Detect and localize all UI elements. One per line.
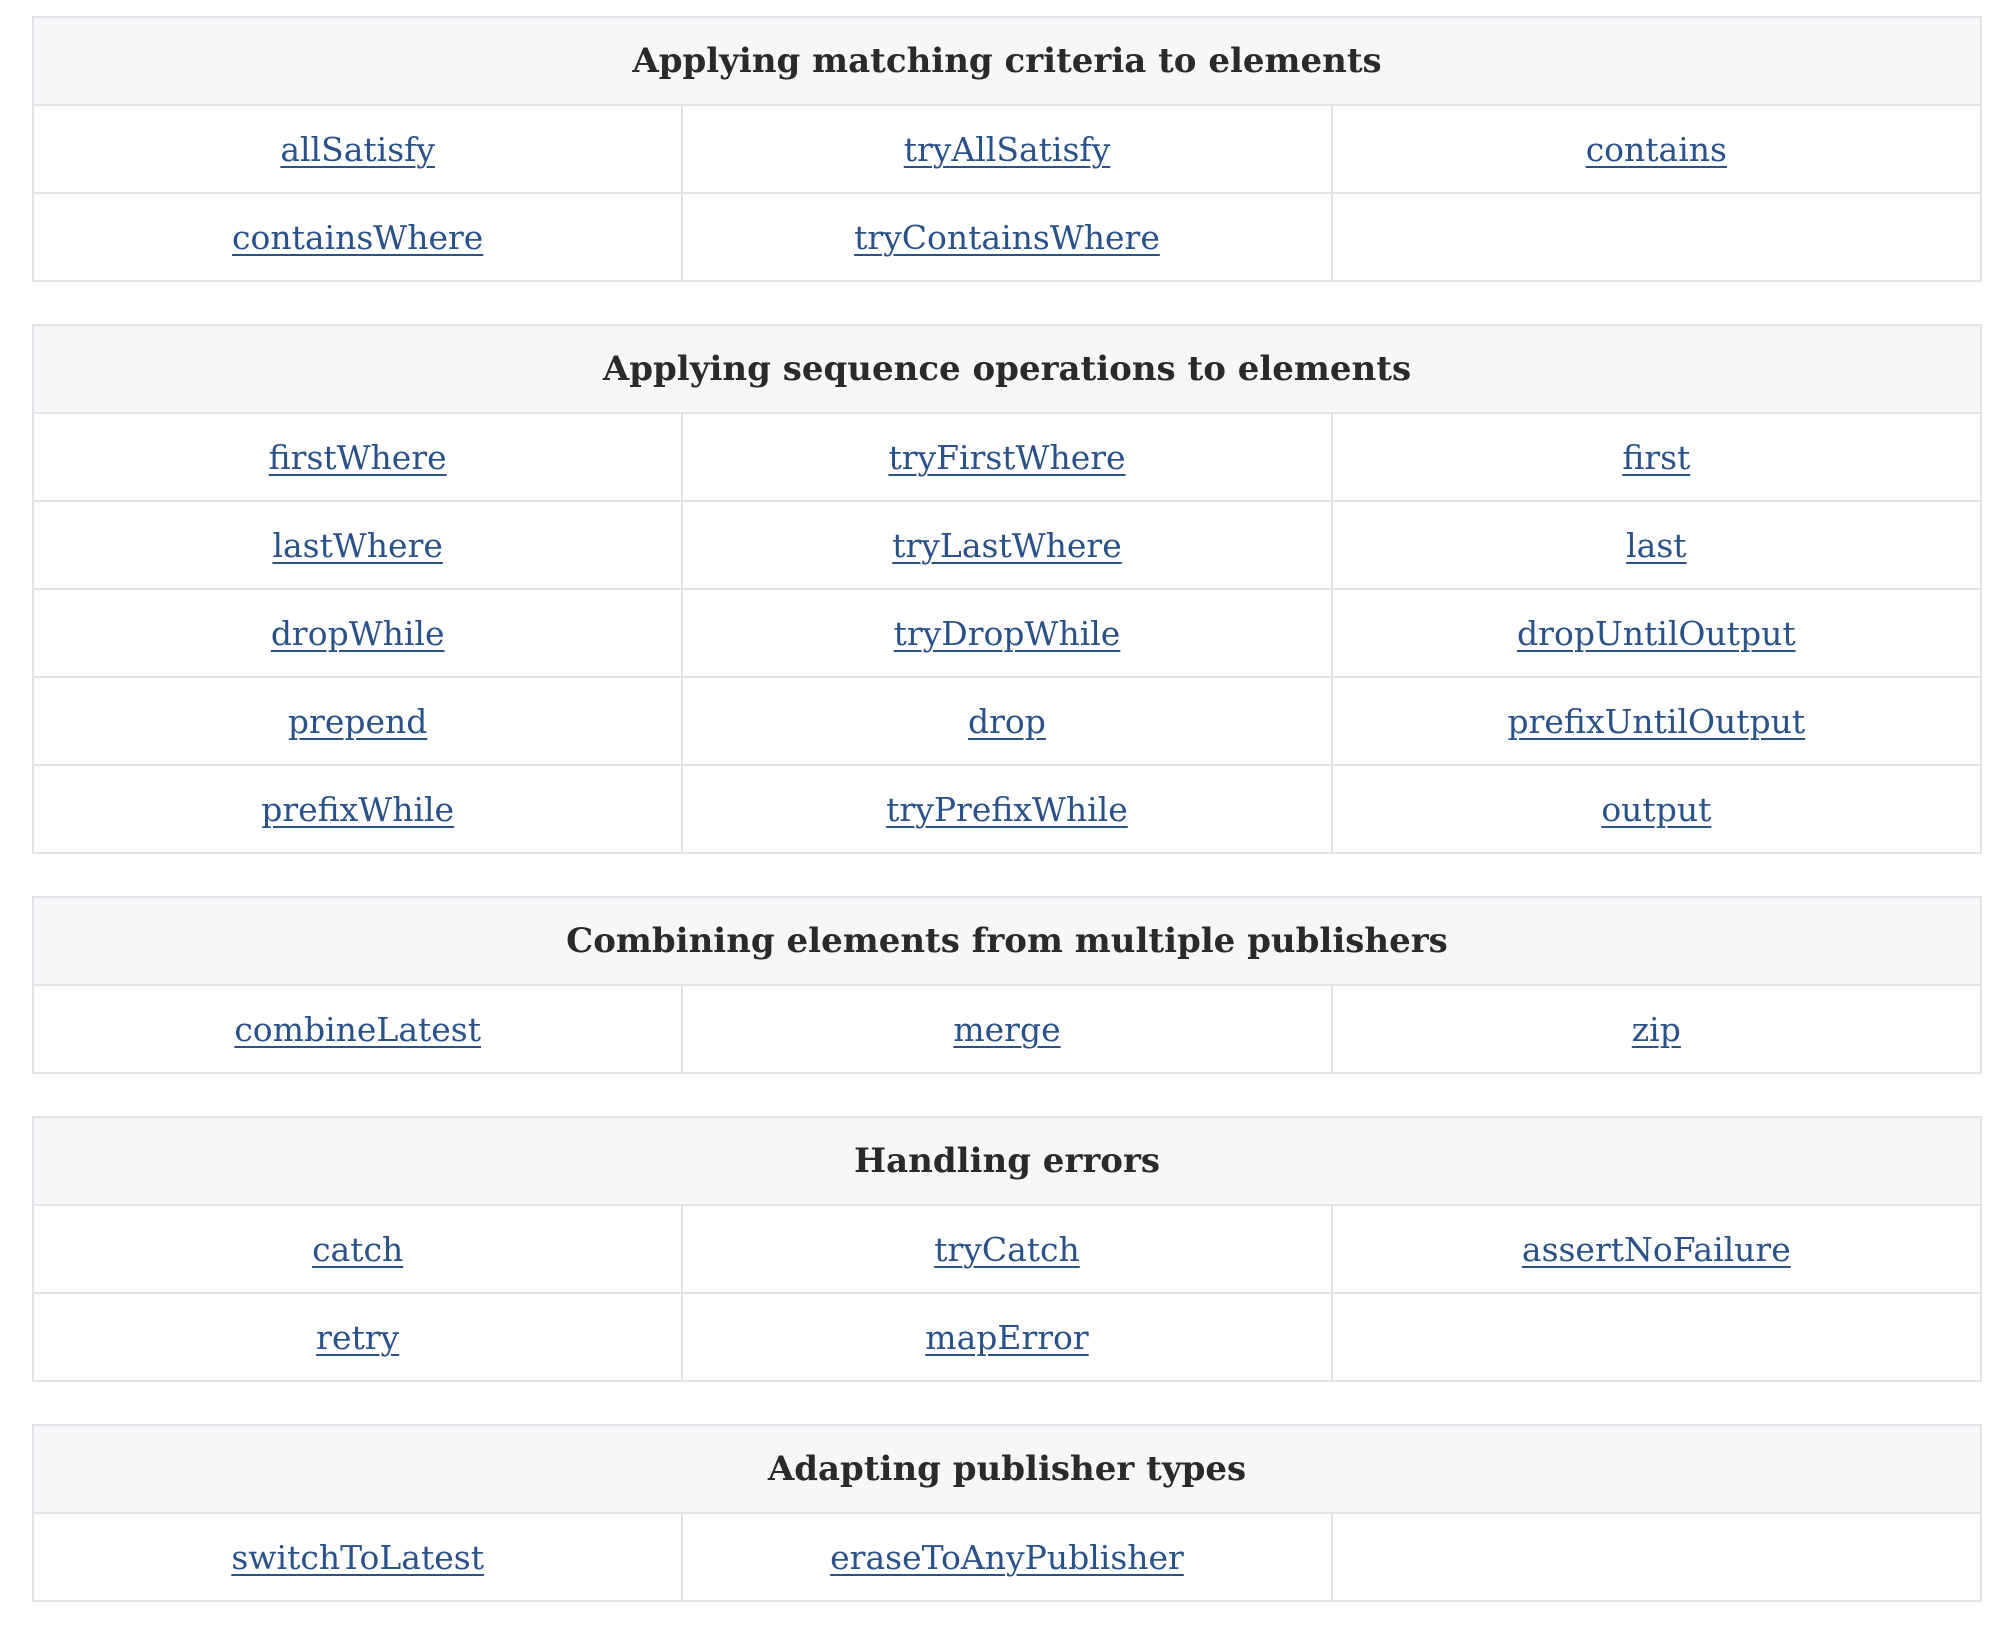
- operator-link[interactable]: tryLastWhere: [892, 525, 1122, 565]
- table-cell: tryAllSatisfy: [681, 104, 1333, 194]
- table-cell: firstWhere: [31, 412, 684, 502]
- operator-link[interactable]: prepend: [287, 701, 428, 741]
- operator-sections: Applying matching criteria to elements al…: [31, 16, 1983, 1644]
- table-cell: prepend: [31, 676, 684, 766]
- table-cell: tryPrefixWhile: [681, 764, 1333, 854]
- table-row: allSatisfy tryAllSatisfy contains: [31, 104, 1983, 194]
- operator-link[interactable]: contains: [1585, 129, 1727, 169]
- table-cell: lastWhere: [31, 500, 684, 590]
- operator-link[interactable]: tryAllSatisfy: [903, 129, 1111, 169]
- operator-link[interactable]: tryContainsWhere: [854, 217, 1160, 257]
- operator-table: Adapting publisher types switchToLatest er…: [31, 1424, 1983, 1602]
- table-cell: zip: [1330, 984, 1983, 1074]
- table-cell: assertNoFailure: [1330, 1204, 1983, 1294]
- table-cell: tryFirstWhere: [681, 412, 1333, 502]
- operator-link[interactable]: dropWhile: [270, 613, 445, 653]
- table-cell: catch: [31, 1204, 684, 1294]
- table-cell: combineLatest: [31, 984, 684, 1074]
- table-cell: dropWhile: [31, 588, 684, 678]
- table-row: catch tryCatch assertNoFailure: [31, 1204, 1983, 1294]
- operator-table: Handling errors catch tryCatch assertNoFail…: [31, 1116, 1983, 1382]
- table-row: firstWhere tryFirstWhere first: [31, 412, 1983, 502]
- operator-link[interactable]: switchToLatest: [231, 1537, 484, 1577]
- table-row: switchToLatest eraseToAnyPublisher: [31, 1512, 1983, 1602]
- operator-link[interactable]: retry: [316, 1317, 400, 1357]
- table-row: dropWhile tryDropWhile dropUntilOutput: [31, 588, 1983, 678]
- operator-link[interactable]: lastWhere: [272, 525, 443, 565]
- section-title: Applying matching criteria to elements: [32, 16, 1982, 106]
- table-cell: switchToLatest: [31, 1512, 684, 1602]
- operator-link[interactable]: firstWhere: [268, 437, 447, 477]
- operator-link[interactable]: eraseToAnyPublisher: [830, 1537, 1184, 1577]
- operator-link[interactable]: merge: [953, 1009, 1061, 1049]
- section-title: Adapting publisher types: [32, 1424, 1982, 1514]
- operator-link[interactable]: tryCatch: [934, 1229, 1080, 1269]
- section-title: Combining elements from multiple publish…: [32, 896, 1982, 986]
- table-cell: last: [1330, 500, 1983, 590]
- table-cell: tryDropWhile: [681, 588, 1333, 678]
- table-cell: drop: [681, 676, 1333, 766]
- operator-link[interactable]: catch: [312, 1229, 404, 1269]
- operator-table: Combining elements from multiple publish…: [31, 896, 1983, 1074]
- operator-link[interactable]: prefixWhile: [261, 789, 455, 829]
- table-cell: [1330, 1512, 1983, 1602]
- table-row: lastWhere tryLastWhere last: [31, 500, 1983, 590]
- table-cell: tryContainsWhere: [681, 192, 1333, 282]
- operator-link[interactable]: last: [1626, 525, 1687, 565]
- table-cell: prefixWhile: [31, 764, 684, 854]
- table-row: containsWhere tryContainsWhere: [31, 192, 1983, 282]
- operator-link[interactable]: allSatisfy: [280, 129, 435, 169]
- operator-link[interactable]: prefixUntilOutput: [1507, 701, 1806, 741]
- table-cell: [1330, 192, 1983, 282]
- operator-link[interactable]: combineLatest: [234, 1009, 481, 1049]
- table-cell: merge: [681, 984, 1333, 1074]
- operator-link[interactable]: mapError: [925, 1317, 1089, 1357]
- section-title: Handling errors: [32, 1116, 1982, 1206]
- table-row: retry mapError: [31, 1292, 1983, 1382]
- table-cell: dropUntilOutput: [1330, 588, 1983, 678]
- table-cell: contains: [1330, 104, 1983, 194]
- table-cell: containsWhere: [31, 192, 684, 282]
- operator-link[interactable]: drop: [968, 701, 1046, 741]
- operator-link[interactable]: assertNoFailure: [1521, 1229, 1791, 1269]
- table-cell: output: [1330, 764, 1983, 854]
- operator-link[interactable]: output: [1601, 789, 1712, 829]
- table-cell: allSatisfy: [31, 104, 684, 194]
- table-row: prefixWhile tryPrefixWhile output: [31, 764, 1983, 854]
- table-cell: eraseToAnyPublisher: [681, 1512, 1333, 1602]
- table-cell: prefixUntilOutput: [1330, 676, 1983, 766]
- operator-link[interactable]: tryDropWhile: [893, 613, 1121, 653]
- table-cell: tryLastWhere: [681, 500, 1333, 590]
- operator-link[interactable]: first: [1622, 437, 1691, 477]
- operator-table: Applying sequence operations to elements…: [31, 324, 1983, 854]
- operator-link[interactable]: zip: [1631, 1009, 1681, 1049]
- operator-link[interactable]: tryFirstWhere: [888, 437, 1126, 477]
- section-title: Applying sequence operations to elements: [32, 324, 1982, 414]
- operator-link[interactable]: dropUntilOutput: [1517, 613, 1796, 653]
- operator-table: Applying matching criteria to elements al…: [31, 16, 1983, 282]
- operator-link[interactable]: containsWhere: [232, 217, 484, 257]
- table-row: combineLatest merge zip: [31, 984, 1983, 1074]
- table-cell: retry: [31, 1292, 684, 1382]
- table-cell: [1330, 1292, 1983, 1382]
- table-cell: tryCatch: [681, 1204, 1333, 1294]
- operator-link[interactable]: tryPrefixWhile: [886, 789, 1128, 829]
- table-row: prepend drop prefixUntilOutput: [31, 676, 1983, 766]
- table-cell: first: [1330, 412, 1983, 502]
- table-cell: mapError: [681, 1292, 1333, 1382]
